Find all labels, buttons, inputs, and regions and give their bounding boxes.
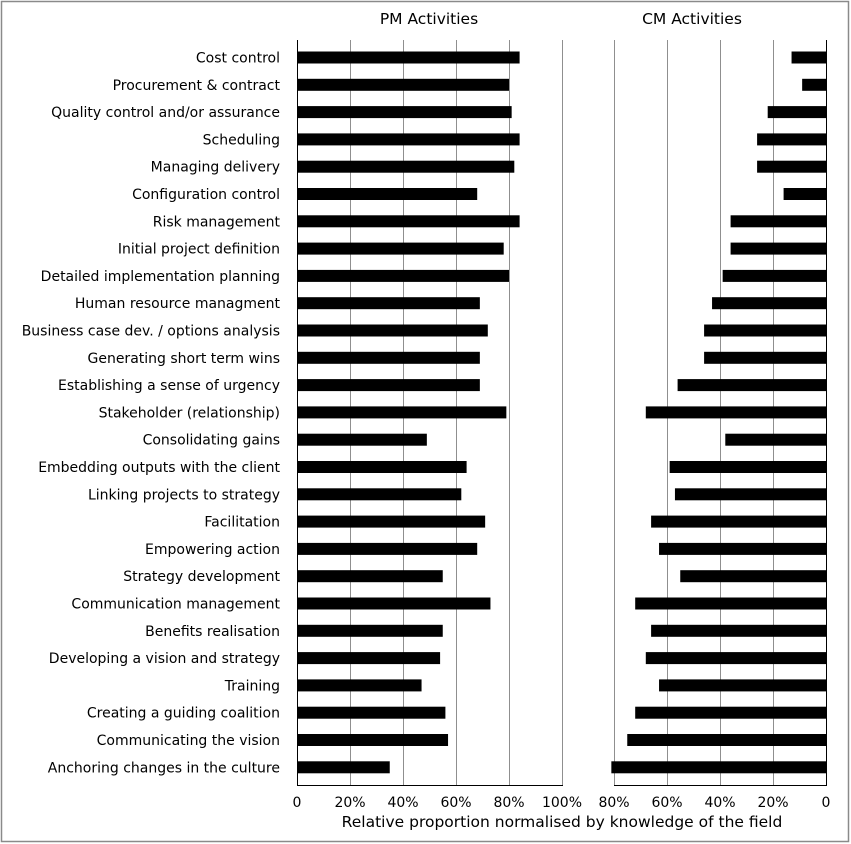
category-label: Establishing a sense of urgency — [58, 378, 280, 394]
pm-bar — [297, 106, 512, 119]
pm-tick-label: 80% — [493, 795, 524, 811]
cm-bar — [651, 624, 826, 637]
category-labels: Cost control Procurement & contract Qualit… — [22, 51, 281, 777]
pm-tick-label: 40% — [387, 795, 418, 811]
pm-bar — [297, 215, 520, 228]
pm-bar — [297, 761, 390, 774]
cm-panel-title: CM Activities — [642, 10, 742, 28]
category-label: Generating short term wins — [87, 351, 280, 367]
pm-bar — [297, 652, 441, 665]
cm-bar — [730, 242, 826, 255]
cm-tick-label: 60% — [651, 795, 682, 811]
pm-bar — [297, 51, 520, 64]
pm-bar — [297, 406, 507, 419]
cm-bar — [680, 570, 826, 583]
tick-labels: 0 20% 40% 60% 80% 100% 80% 60% 40% 20% 0 — [293, 795, 831, 811]
cm-bar — [651, 515, 826, 528]
cm-tick-label: 0 — [822, 795, 831, 811]
category-label: Stakeholder (relationship) — [99, 405, 280, 421]
cm-bar — [627, 734, 826, 746]
pm-bar — [297, 515, 486, 528]
cm-bar — [791, 51, 826, 64]
pm-bar — [297, 570, 443, 583]
category-label: Linking projects to strategy — [88, 487, 280, 503]
category-label: Consolidating gains — [143, 433, 280, 449]
cm-bar — [635, 597, 826, 610]
pm-bar — [297, 351, 480, 364]
pm-bar — [297, 269, 509, 282]
category-label: Cost control — [196, 51, 280, 67]
pm-bar — [297, 188, 478, 200]
pm-bar — [297, 160, 515, 173]
pm-panel-title: PM Activities — [380, 10, 478, 28]
category-label: Detailed implementation planning — [41, 269, 280, 285]
pm-bar — [297, 461, 467, 473]
pm-bar — [297, 242, 504, 255]
pm-tick-label: 100% — [542, 795, 582, 811]
cm-tick-label: 80% — [598, 795, 629, 811]
pm-bar — [297, 324, 488, 337]
cm-bar — [677, 379, 826, 392]
cm-tick-label: 20% — [757, 795, 788, 811]
pm-bar — [297, 78, 509, 91]
pm-bar — [297, 679, 422, 692]
x-axis-label: Relative proportion normalised by knowle… — [342, 813, 783, 831]
cm-bar — [659, 679, 826, 692]
category-label: Communication management — [71, 597, 280, 613]
cm-bar — [725, 433, 826, 446]
category-label: Risk management — [153, 214, 281, 230]
cm-bar — [659, 542, 826, 555]
cm-bar — [704, 324, 826, 337]
pm-bar — [297, 297, 480, 310]
category-label: Managing delivery — [151, 160, 280, 176]
category-label: Initial project definition — [118, 242, 280, 258]
category-label: Configuration control — [132, 187, 280, 203]
cm-bar — [669, 461, 826, 473]
pm-bar — [297, 488, 462, 501]
category-label: Anchoring changes in the culture — [48, 760, 280, 776]
pm-bar — [297, 379, 480, 392]
pm-tick-label: 20% — [334, 795, 365, 811]
cm-bar — [704, 351, 826, 364]
category-label: Procurement & contract — [113, 78, 281, 94]
cm-bar — [635, 706, 826, 719]
category-label: Scheduling — [203, 132, 280, 148]
cm-bar — [802, 78, 826, 91]
cm-bar — [767, 106, 826, 119]
category-label: Creating a guiding coalition — [87, 706, 280, 722]
cm-bar — [730, 215, 826, 228]
category-label: Benefits realisation — [145, 624, 280, 640]
cm-bar — [712, 297, 826, 310]
pm-bar — [297, 597, 491, 610]
cm-bar — [674, 488, 826, 501]
pm-bar — [297, 133, 520, 146]
pm-bar — [297, 624, 443, 637]
cm-tick-label: 40% — [704, 795, 735, 811]
category-label: Empowering action — [145, 542, 280, 558]
category-label: Developing a vision and strategy — [49, 651, 280, 667]
bar-layer — [297, 51, 826, 774]
cm-bar — [645, 652, 826, 665]
pm-tick-label: 0 — [293, 795, 302, 811]
pm-bar — [297, 706, 446, 719]
cm-bar — [757, 133, 826, 146]
pm-tick-label: 60% — [440, 795, 471, 811]
category-label: Strategy development — [123, 569, 280, 585]
cm-bar — [757, 160, 826, 173]
pm-bar — [297, 433, 427, 446]
pm-bar — [297, 542, 478, 555]
pm-bar — [297, 734, 449, 746]
cm-bar — [611, 761, 826, 774]
cm-bar — [645, 406, 826, 419]
cm-bar — [722, 269, 826, 282]
category-label: Quality control and/or assurance — [51, 105, 280, 121]
category-label: Facilitation — [204, 515, 280, 531]
category-label: Human resource managment — [75, 296, 281, 312]
cm-bar — [783, 188, 826, 200]
category-label: Training — [224, 678, 280, 694]
category-label: Communicating the vision — [97, 733, 280, 749]
category-label: Embedding outputs with the client — [38, 460, 280, 476]
category-label: Business case dev. / options analysis — [22, 324, 280, 340]
